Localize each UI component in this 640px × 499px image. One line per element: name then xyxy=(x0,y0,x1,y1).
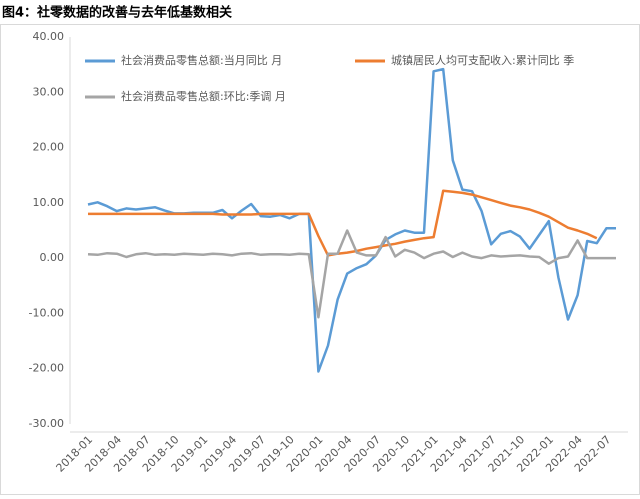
legend-label: 社会消费品零售总额:环比:季调 月 xyxy=(121,89,286,103)
y-tick-label: -30.00 xyxy=(29,417,64,430)
legend-label: 城镇居民人均可支配收入:累计同比 季 xyxy=(391,53,574,67)
y-tick-label: -20.00 xyxy=(29,362,64,375)
y-tick-label: 10.00 xyxy=(33,196,65,209)
y-tick-label: 0.00 xyxy=(40,251,65,264)
y-tick-label: 30.00 xyxy=(33,85,65,98)
y-tick-label: 40.00 xyxy=(33,30,65,43)
series-line xyxy=(87,229,616,319)
y-tick-label: -10.00 xyxy=(29,306,64,319)
series-line xyxy=(88,189,598,257)
y-tick-label: 20.00 xyxy=(33,141,65,154)
series-line xyxy=(87,67,616,373)
chart-title: 图4：社零数据的改善与去年低基数相关 xyxy=(2,5,232,21)
legend-label: 社会消费品零售总额:当月同比 月 xyxy=(121,53,282,67)
